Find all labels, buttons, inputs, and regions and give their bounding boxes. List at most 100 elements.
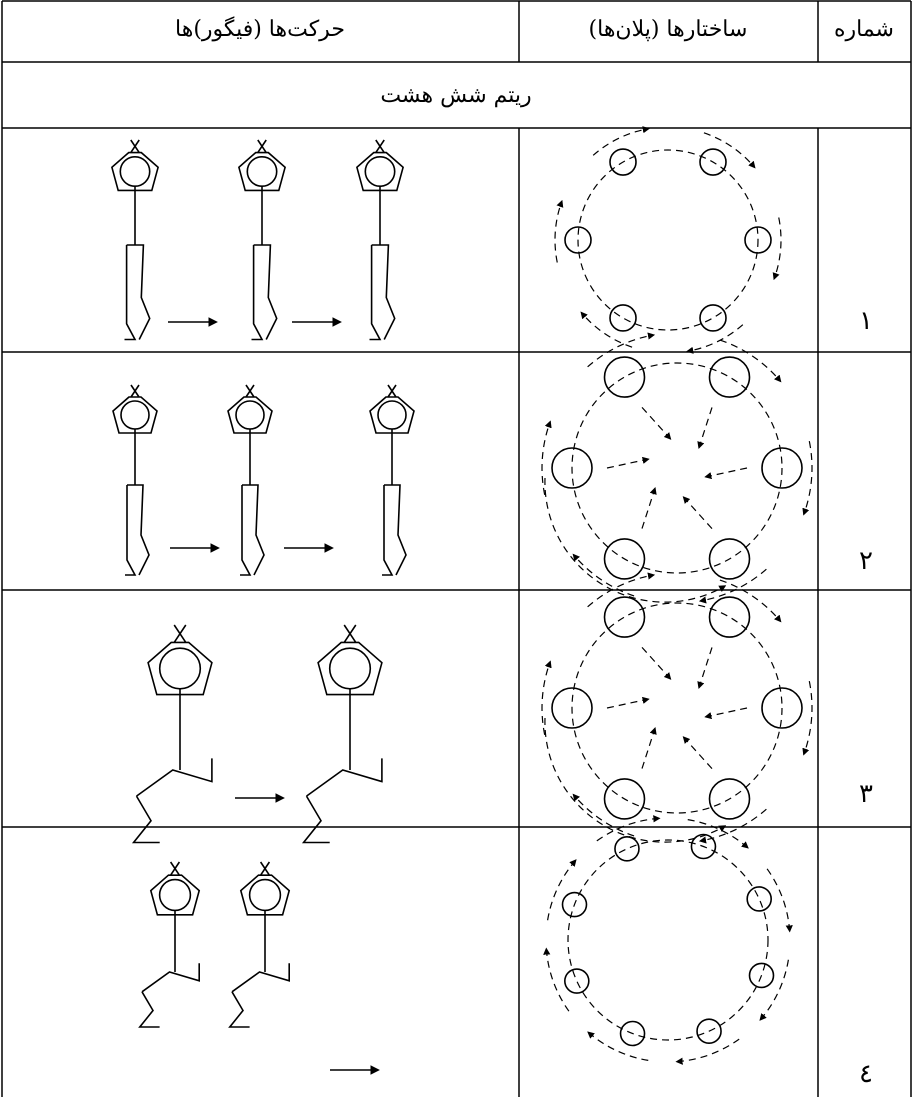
figure-legs xyxy=(125,484,150,576)
move-arrow xyxy=(802,681,813,756)
row-number: ۲ xyxy=(859,546,873,576)
move-arrow xyxy=(592,126,650,156)
figure-arms xyxy=(369,384,415,434)
dancer xyxy=(748,962,775,989)
dancer xyxy=(761,687,803,729)
figure-legs xyxy=(369,244,396,341)
dancer xyxy=(609,148,637,176)
move-arrow xyxy=(686,324,744,354)
move-arrow xyxy=(772,217,782,281)
row-number: ۳ xyxy=(859,779,873,809)
plan-ring xyxy=(567,839,769,1041)
figure-arms xyxy=(147,624,213,696)
figure-head xyxy=(120,400,150,430)
dancer xyxy=(746,886,772,912)
move-arrow xyxy=(596,815,661,842)
dancer xyxy=(708,778,751,820)
dancer xyxy=(551,447,593,489)
inner-arrow xyxy=(682,736,713,770)
inner-arrow xyxy=(704,467,748,480)
move-arrow xyxy=(572,553,635,597)
dancer xyxy=(761,447,803,489)
outer-arrow xyxy=(544,477,727,603)
plan-ring xyxy=(571,362,783,574)
move-arrow xyxy=(541,660,552,735)
inner-arrow xyxy=(641,727,657,769)
figure-arms xyxy=(239,861,291,916)
figure-arms xyxy=(149,861,201,916)
inner-arrow xyxy=(704,707,748,720)
figure-arms xyxy=(317,624,383,696)
dancer xyxy=(603,778,646,820)
inner-arrow xyxy=(697,407,713,449)
dancer xyxy=(699,148,727,176)
move-arrow xyxy=(572,793,635,837)
inner-arrow xyxy=(606,456,650,469)
dancer xyxy=(603,356,646,398)
figure-legs xyxy=(124,244,151,341)
move-arrow xyxy=(759,959,789,1021)
dancer xyxy=(603,538,646,580)
move-arrow xyxy=(703,132,756,169)
plan-ring xyxy=(577,149,759,331)
header-movements: حرکت‌ها (فیگور)ها xyxy=(175,16,345,42)
dancer xyxy=(708,356,751,398)
dancer xyxy=(603,596,646,638)
plan-ring xyxy=(571,602,783,814)
move-arrow xyxy=(698,568,767,604)
dancer xyxy=(564,226,592,254)
figure-legs xyxy=(228,963,290,1028)
figure-legs xyxy=(251,244,278,341)
dancer xyxy=(690,833,717,860)
move-arrow xyxy=(554,199,564,263)
row-number: ۱ xyxy=(859,306,873,336)
dancer xyxy=(744,226,772,254)
figure-head xyxy=(158,647,202,690)
figure-legs xyxy=(131,758,213,844)
move-arrow xyxy=(719,339,782,383)
move-arrow xyxy=(541,420,552,495)
move-arrow xyxy=(587,572,656,608)
move-arrow xyxy=(547,859,577,921)
figure-head xyxy=(364,156,396,188)
section-title: ریتم شش هشت xyxy=(380,83,531,108)
figure-arms xyxy=(237,139,287,192)
move-arrow xyxy=(802,441,813,516)
figure-arms xyxy=(112,384,158,434)
dancer xyxy=(561,891,588,918)
outer-arrow xyxy=(544,717,727,843)
figure-head xyxy=(235,400,265,430)
figure-legs xyxy=(138,963,200,1028)
dancer xyxy=(708,538,751,580)
dancer xyxy=(609,304,637,332)
illustrations xyxy=(110,126,813,1075)
dancer xyxy=(614,836,640,862)
figure-legs xyxy=(301,758,383,844)
figure-legs xyxy=(240,484,265,576)
dancer xyxy=(564,968,590,994)
figure-legs xyxy=(382,484,407,576)
dancer xyxy=(708,596,751,638)
header-number: شماره xyxy=(834,17,894,42)
dancer xyxy=(699,304,727,332)
move-arrow xyxy=(766,868,793,933)
move-arrow xyxy=(719,579,782,623)
inner-arrow xyxy=(641,646,672,680)
inner-arrow xyxy=(697,647,713,689)
dancer xyxy=(619,1020,646,1047)
move-arrow xyxy=(687,819,749,849)
dancer xyxy=(551,687,593,729)
figure-head xyxy=(328,647,372,690)
inner-arrow xyxy=(606,696,650,709)
figure-arms xyxy=(110,139,160,192)
move-arrow xyxy=(587,332,656,368)
figure-arms xyxy=(227,384,273,434)
figure-head xyxy=(246,156,278,188)
move-arrow xyxy=(580,311,633,348)
row-number: ٤ xyxy=(859,1059,873,1089)
figure-head xyxy=(119,156,151,188)
inner-arrow xyxy=(641,406,672,440)
dancer xyxy=(696,1018,722,1044)
move-arrow xyxy=(543,947,570,1012)
